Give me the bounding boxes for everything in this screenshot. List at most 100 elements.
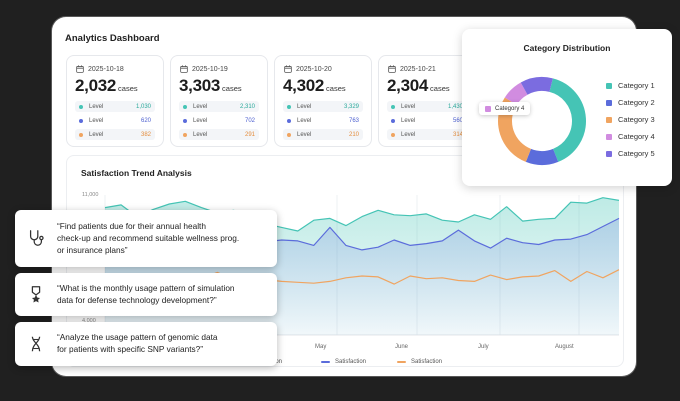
donut-slice: [504, 82, 528, 106]
dashboard-title: Analytics Dashboard: [65, 33, 160, 44]
level-value: 382: [140, 131, 151, 138]
legend-item[interactable]: Category 4: [606, 132, 655, 141]
level-value: 2,310: [239, 103, 255, 110]
level-row: Level 382: [75, 129, 155, 140]
level-value: 291: [244, 131, 255, 138]
series-line: [104, 197, 620, 232]
level-label: Level: [297, 117, 312, 124]
x-tick-label: May: [315, 344, 327, 350]
stat-card[interactable]: 2025-10-21 2,304 cases Level 1,430 Level 56…: [378, 55, 476, 147]
donut-slice: [549, 78, 586, 162]
dna-icon: [31, 336, 41, 352]
level-label: Level: [401, 117, 416, 124]
donut-slice: [525, 148, 559, 165]
x-tick-label: August: [555, 344, 574, 350]
level-dot-icon: [79, 118, 83, 123]
legend-swatch: [321, 361, 330, 363]
chart-title: Satisfaction Trend Analysis: [81, 168, 192, 178]
calendar-icon: [284, 65, 292, 73]
level-dot-icon: [287, 104, 291, 109]
calendar-icon: [180, 65, 188, 73]
stethoscope-icon: [29, 230, 44, 246]
category-distribution-card: Category Distribution Category 1 Categor…: [462, 29, 672, 186]
stat-unit: cases: [118, 84, 138, 93]
level-row: Level 763: [283, 115, 363, 126]
stat-date: 2025-10-19: [192, 65, 228, 73]
level-label: Level: [401, 103, 416, 110]
legend-label: Category 3: [618, 115, 655, 124]
query-card[interactable]: “What is the monthly usage pattern of si…: [15, 273, 277, 316]
legend-swatch: [606, 82, 612, 89]
legend-item[interactable]: Category 3: [606, 115, 655, 124]
level-row: Level 3,329: [283, 101, 363, 112]
level-value: 1,430: [447, 103, 463, 110]
level-label: Level: [193, 131, 208, 138]
donut-title: Category Distribution: [523, 43, 611, 53]
level-row: Level 210: [283, 129, 363, 140]
legend-swatch: [397, 361, 406, 363]
level-label: Level: [297, 131, 312, 138]
level-value: 314: [452, 131, 463, 138]
level-value: 620: [140, 117, 151, 124]
y-tick-label: 11,000: [82, 192, 99, 198]
legend-swatch: [606, 99, 612, 106]
x-tick-label: June: [395, 344, 409, 350]
legend-item[interactable]: Category 1: [606, 81, 655, 90]
legend-label: Satisfaction: [335, 359, 367, 365]
stat-date: 2025-10-18: [88, 65, 124, 73]
level-label: Level: [89, 103, 104, 110]
legend-item: Satisfaction: [321, 359, 366, 365]
military-medal-icon: [31, 286, 41, 303]
legend-swatch: [606, 116, 612, 123]
level-dot-icon: [183, 132, 187, 137]
level-dot-icon: [287, 118, 291, 123]
legend-label: Category 1: [618, 81, 655, 90]
tooltip-label: Category 4: [495, 105, 525, 112]
level-value: 3,329: [343, 103, 359, 110]
stat-value: 3,303: [179, 76, 221, 95]
level-label: Level: [89, 131, 104, 138]
level-label: Level: [401, 131, 416, 138]
stat-date: 2025-10-20: [296, 65, 332, 73]
legend-item: Satisfaction: [397, 359, 442, 365]
stat-value: 4,302: [283, 76, 325, 95]
level-value: 702: [244, 117, 255, 124]
level-row: Level 560: [387, 115, 467, 126]
level-value: 763: [348, 117, 359, 124]
level-dot-icon: [391, 132, 395, 137]
stat-value: 2,032: [75, 76, 117, 95]
stat-unit: cases: [326, 84, 346, 93]
legend-label: Category 2: [618, 98, 655, 107]
donut-slice: [520, 77, 553, 95]
x-tick-label: July: [478, 344, 489, 350]
stat-unit: cases: [430, 84, 450, 93]
legend-label: Category 4: [618, 132, 655, 141]
legend-label: Category 5: [618, 149, 655, 158]
stat-card[interactable]: 2025-10-18 2,032 cases Level 1,030 Level 62…: [66, 55, 164, 147]
level-dot-icon: [79, 132, 83, 137]
stat-unit: cases: [222, 84, 242, 93]
stat-value: 2,304: [387, 76, 429, 95]
legend-swatch: [606, 150, 612, 157]
query-text: “Find patients due for their annual heal…: [57, 221, 240, 255]
donut-tooltip: Category 4: [479, 102, 531, 115]
query-card[interactable]: “Analyze the usage pattern of genomic da…: [15, 322, 277, 366]
legend-item[interactable]: Category 2: [606, 98, 655, 107]
stat-card[interactable]: 2025-10-19 3,303 cases Level 2,310 Level 70…: [170, 55, 268, 147]
level-row: Level 291: [179, 129, 259, 140]
query-card[interactable]: “Find patients due for their annual heal…: [15, 210, 277, 267]
level-value: 1,030: [135, 103, 151, 110]
calendar-icon: [388, 65, 396, 73]
legend-label: Satisfaction: [411, 359, 443, 365]
level-dot-icon: [391, 118, 395, 123]
tooltip-swatch: [485, 105, 491, 112]
level-dot-icon: [79, 104, 83, 109]
level-value: 210: [348, 131, 359, 138]
level-dot-icon: [391, 104, 395, 109]
legend-item[interactable]: Category 5: [606, 149, 655, 158]
level-row: Level 1,030: [75, 101, 155, 112]
query-text: “What is the monthly usage pattern of si…: [57, 283, 235, 305]
level-row: Level 314: [387, 129, 467, 140]
level-row: Level 702: [179, 115, 259, 126]
stat-card[interactable]: 2025-10-20 4,302 cases Level 3,329 Level 76…: [274, 55, 372, 147]
